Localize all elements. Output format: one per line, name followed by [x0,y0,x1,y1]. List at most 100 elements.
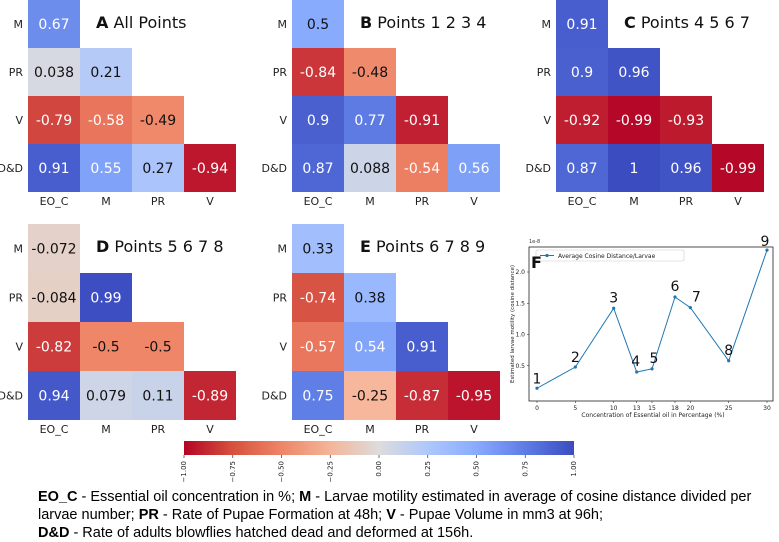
x-tick-label: 15 [648,405,656,412]
heatmap-cell [184,144,236,192]
heatmap-cell [292,224,344,273]
row-label: PR [273,292,288,305]
legend-label: Average Cosine Distance/Larvae [558,253,656,260]
row-label: PR [537,66,552,79]
heatmap-cell [80,144,132,192]
heatmap-panel-b: 0.5 M -0.84 -0.48 PR 0.9 0.77 -0.91 V 0.87 0.088 -0… [261,0,500,208]
panel-letter: A [96,13,109,32]
cell-value-label: -0.5 [92,340,119,356]
panel-subtitle: Points 4 5 6 7 [636,13,750,32]
caption-key-eo-c: EO_C [38,489,78,505]
cell-value-label: 0.94 [38,389,69,405]
heatmap-cell [344,273,396,322]
data-point [727,359,731,363]
row-label: D&D [525,162,551,175]
column-label: PR [151,195,166,208]
cell-value-label: 0.088 [350,161,390,177]
column-label: V [734,195,742,208]
row-label: PR [273,66,288,79]
cell-value-label: -0.79 [36,113,72,129]
column-label: V [206,195,214,208]
cell-value-label: 0.079 [86,389,126,405]
cell-value-label: 0.91 [566,17,597,33]
heatmap-cell [28,48,80,96]
cell-value-label: 0.96 [670,161,701,177]
caption-key-dd: D&D [38,525,70,541]
heatmap-cell [608,144,660,192]
row-label: D&D [261,390,287,403]
panel-title: D Points 5 6 7 8 [96,237,224,256]
caption-key-v: V [386,507,396,523]
cell-value-label: 0.55 [90,161,121,177]
cell-value-label: 0.21 [90,65,121,81]
panel-subtitle: Points 6 7 8 9 [371,237,485,256]
line-chart-panel-f: 1e-8 Average Cosine Distance/Larvae F Co… [510,234,774,419]
cell-value-label: -0.82 [36,340,72,356]
heatmap-cell [448,371,500,420]
data-point-label: 2 [571,350,580,366]
heatmap-cell [28,0,80,48]
colorbar-tick-label: −0.25 [326,461,334,482]
cell-value-label: -0.54 [404,161,440,177]
heatmap-cell [292,144,344,192]
column-label: PR [151,423,166,436]
heatmap-cell [556,0,608,48]
heatmap-cell [344,96,396,144]
heatmap-cell [80,96,132,144]
heatmap-panel-a: 0.67 M 0.038 0.21 PR -0.79 -0.58 -0.49 V 0.91 0.55… [0,0,236,208]
row-label: V [15,114,23,127]
caption-key-pr: PR [138,507,159,523]
cell-value-label: 0.33 [302,242,333,258]
cell-value-label: 0.91 [38,161,69,177]
colorbar-tick-label: −0.50 [278,461,286,482]
heatmap-cell [28,322,80,371]
column-label: V [470,195,478,208]
y-tick-label: 2.0 [515,269,525,276]
panel-title: E Points 6 7 8 9 [360,237,485,256]
row-label: M [278,243,288,256]
x-tick-label: 13 [633,405,641,412]
panel-letter: B [360,13,372,32]
heatmap-cell [292,0,344,48]
heatmap-cell [344,144,396,192]
heatmap-cell [28,96,80,144]
heatmap-cell [80,273,132,322]
heatmap-cell [344,371,396,420]
caption-text-eo-c: - Essential oil concentration in %; [77,489,300,505]
cell-value-label: -0.89 [192,389,228,405]
cell-value-label: 0.91 [406,340,437,356]
cell-value-label: -0.84 [300,65,336,81]
heatmap-cell [344,48,396,96]
panel-title: C Points 4 5 6 7 [624,13,750,32]
heatmap-cell [132,144,184,192]
heatmap-cell [396,371,448,420]
heatmap-cell [80,322,132,371]
panel-subtitle: Points 1 2 3 4 [372,13,486,32]
panel-letter: C [624,13,636,32]
cell-value-label: -0.94 [192,161,228,177]
column-label: M [365,423,375,436]
heatmap-panel-c: 0.91 M 0.9 0.96 PR -0.92 -0.99 -0.93 V 0.87 1 0.96 -… [525,0,764,208]
row-label: M [542,18,552,31]
column-label: M [365,195,375,208]
heatmap-cell [132,96,184,144]
axis-ticks: 0 5 10 13 15 18 20 25 300.51.01.52.0 [515,269,771,412]
column-label: PR [415,195,430,208]
column-label: M [629,195,639,208]
heatmap-cell [396,322,448,371]
heatmap-cell [344,322,396,371]
colorbar-ticks: −1.00 −0.75 −0.50 −0.25 0.00 0.25 0.50 0.75 1.00 [180,455,578,482]
heatmap-cell [292,96,344,144]
row-label: D&D [0,390,23,403]
cell-value-label: -0.99 [616,113,652,129]
x-tick-label: 25 [725,405,733,412]
column-label: PR [679,195,694,208]
cell-value-label: -0.74 [300,291,336,307]
data-point [635,370,639,374]
cell-value-label: -0.25 [352,389,388,405]
colorbar-tick-label: −0.75 [229,461,237,482]
column-label: V [206,423,214,436]
data-point [688,306,692,310]
